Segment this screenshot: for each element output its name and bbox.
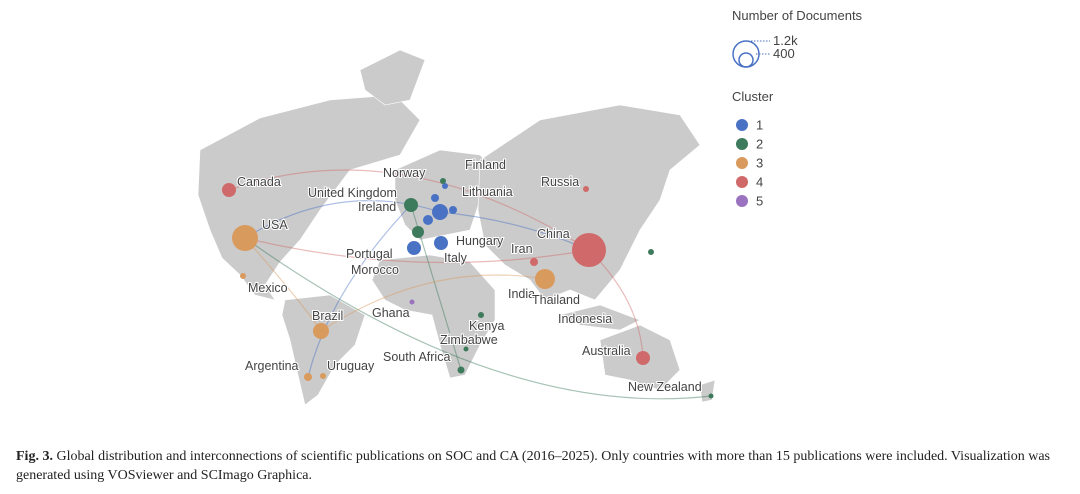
country-label: Uruguay [327, 359, 375, 373]
country-label: China [537, 227, 570, 241]
bubble [232, 225, 258, 251]
bubble [313, 323, 329, 339]
bubble [409, 299, 415, 305]
bubble [463, 346, 469, 352]
bubble [583, 186, 589, 192]
cluster-label: 2 [756, 137, 763, 152]
country-label: Thailand [532, 293, 580, 307]
country-label: Norway [383, 166, 426, 180]
bubble [320, 373, 326, 379]
bubble [240, 273, 246, 279]
country-label: New Zealand [628, 380, 702, 394]
bubble [432, 204, 448, 220]
country-label: Finland [465, 158, 506, 172]
bubble [440, 178, 446, 184]
country-label: India [508, 287, 535, 301]
country-label: Kenya [469, 319, 504, 333]
country-label: Mexico [248, 281, 288, 295]
cluster-label: 1 [756, 118, 763, 133]
cluster-label: 5 [756, 194, 763, 209]
country-label: USA [262, 218, 288, 232]
cluster-swatch [736, 176, 748, 188]
bubble [478, 312, 484, 318]
country-label: Argentina [245, 359, 299, 373]
size-label: 1.2k [773, 33, 798, 48]
country-label: Hungary [456, 234, 504, 248]
country-label: Portugal [346, 247, 393, 261]
bubble [708, 393, 714, 399]
caption-text: Global distribution and interconnections… [16, 449, 1050, 483]
country-label: Russia [541, 175, 579, 189]
bubbles [222, 178, 714, 399]
country-label: Ireland [358, 200, 396, 214]
cluster-swatch [736, 195, 748, 207]
bubble [442, 183, 448, 189]
figure-caption: Fig. 3. Global distribution and intercon… [16, 447, 1050, 485]
country-label: Ghana [372, 306, 410, 320]
caption-label: Fig. 3. [16, 449, 53, 464]
bubble [222, 183, 236, 197]
bubble [535, 269, 555, 289]
country-label: Australia [582, 344, 631, 358]
country-label: Morocco [351, 263, 399, 277]
cluster-swatch [736, 138, 748, 150]
size-circle [732, 40, 760, 68]
bubble [636, 351, 650, 365]
bubble [412, 226, 424, 238]
bubble [407, 241, 421, 255]
bubble [304, 373, 312, 381]
bubble [648, 249, 654, 255]
country-label: Lithuania [462, 185, 513, 199]
bubble [423, 215, 433, 225]
bubble [404, 198, 418, 212]
country-label: Indonesia [558, 312, 612, 326]
country-label: South Africa [383, 350, 450, 364]
cluster-swatch [736, 157, 748, 169]
cluster-swatch [736, 119, 748, 131]
bubble [572, 233, 606, 267]
bubble [431, 194, 439, 202]
size-legend-title: Number of Documents [732, 8, 863, 23]
country-label: Iran [511, 242, 533, 256]
bubble [457, 366, 465, 374]
cluster-label: 4 [756, 175, 763, 190]
map-figure: Canada USA Mexico Brazil Argentina Uruguay Gha… [197, 8, 863, 406]
country-label: Canada [237, 175, 281, 189]
country-label: Brazil [312, 309, 343, 323]
size-label: 400 [773, 46, 795, 61]
bubble [434, 236, 448, 250]
cluster-label: 3 [756, 156, 763, 171]
country-label: Zimbabwe [440, 333, 498, 347]
legend: Number of Documents 1.2k 400 Cluster 1 2 3… [732, 8, 863, 209]
country-label: United Kingdom [308, 186, 397, 200]
country-labels: Canada USA Mexico Brazil Argentina Uruguay Gha… [236, 157, 703, 395]
cluster-legend-title: Cluster [732, 89, 774, 104]
size-circle [738, 52, 754, 68]
bubble [530, 258, 538, 266]
country-label: Italy [444, 251, 468, 265]
bubble [449, 206, 457, 214]
